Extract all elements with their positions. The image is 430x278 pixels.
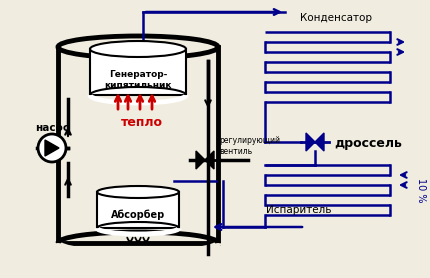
Bar — [90, 49, 186, 95]
Circle shape — [38, 134, 66, 162]
Bar — [58, 47, 218, 243]
Bar — [97, 192, 179, 228]
Text: Генератор-
кипятильник: Генератор- кипятильник — [104, 70, 172, 90]
Polygon shape — [45, 140, 59, 156]
Polygon shape — [315, 133, 324, 151]
Text: Испаритель: Испаритель — [266, 205, 332, 215]
Text: Конденсатор: Конденсатор — [300, 13, 372, 23]
Polygon shape — [205, 151, 214, 169]
Text: дроссель: дроссель — [334, 136, 402, 150]
Text: регулирующий
вентиль: регулирующий вентиль — [219, 136, 280, 156]
Polygon shape — [306, 133, 315, 151]
Text: 10 %: 10 % — [416, 178, 426, 202]
Text: насос: насос — [35, 123, 69, 133]
Ellipse shape — [90, 41, 186, 57]
Polygon shape — [196, 151, 205, 169]
Ellipse shape — [97, 186, 179, 198]
Ellipse shape — [58, 36, 218, 58]
Text: тепло: тепло — [121, 115, 163, 128]
Text: Абсорбер: Абсорбер — [111, 210, 165, 220]
